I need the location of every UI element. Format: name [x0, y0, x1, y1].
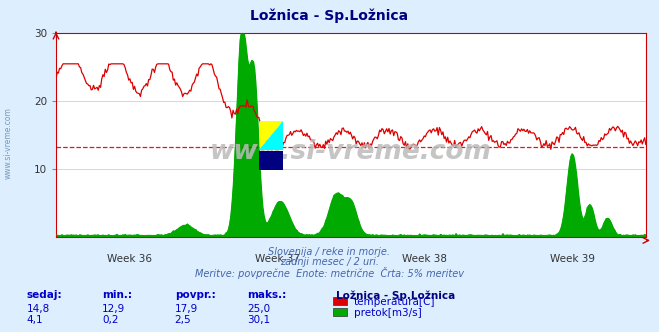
Text: Slovenija / reke in morje.: Slovenija / reke in morje. — [268, 247, 391, 257]
Text: povpr.:: povpr.: — [175, 290, 215, 300]
Text: Week 37: Week 37 — [254, 254, 300, 264]
Text: Week 38: Week 38 — [402, 254, 447, 264]
Text: Ložnica - Sp.Ložnica: Ložnica - Sp.Ložnica — [250, 8, 409, 23]
Text: 2,5: 2,5 — [175, 315, 191, 325]
Text: temperatura[C]: temperatura[C] — [354, 297, 436, 307]
Text: Week 36: Week 36 — [107, 254, 152, 264]
Text: zadnji mesec / 2 uri.: zadnji mesec / 2 uri. — [280, 257, 379, 267]
Text: Meritve: povprečne  Enote: metrične  Črta: 5% meritev: Meritve: povprečne Enote: metrične Črta:… — [195, 267, 464, 279]
Text: Ložnica - Sp.Ložnica: Ložnica - Sp.Ložnica — [336, 290, 455, 301]
Text: pretok[m3/s]: pretok[m3/s] — [354, 308, 422, 318]
Text: 17,9: 17,9 — [175, 304, 198, 314]
Text: www.si-vreme.com: www.si-vreme.com — [210, 139, 492, 165]
Polygon shape — [260, 121, 283, 150]
Text: 14,8: 14,8 — [26, 304, 49, 314]
Text: 30,1: 30,1 — [247, 315, 270, 325]
Polygon shape — [260, 121, 283, 150]
Text: min.:: min.: — [102, 290, 132, 300]
Text: maks.:: maks.: — [247, 290, 287, 300]
Text: 25,0: 25,0 — [247, 304, 270, 314]
Text: www.si-vreme.com: www.si-vreme.com — [3, 107, 13, 179]
Text: 0,2: 0,2 — [102, 315, 119, 325]
Text: sedaj:: sedaj: — [26, 290, 62, 300]
Text: 12,9: 12,9 — [102, 304, 125, 314]
Text: 4,1: 4,1 — [26, 315, 43, 325]
Bar — [260, 151, 283, 170]
Text: Week 39: Week 39 — [550, 254, 594, 264]
